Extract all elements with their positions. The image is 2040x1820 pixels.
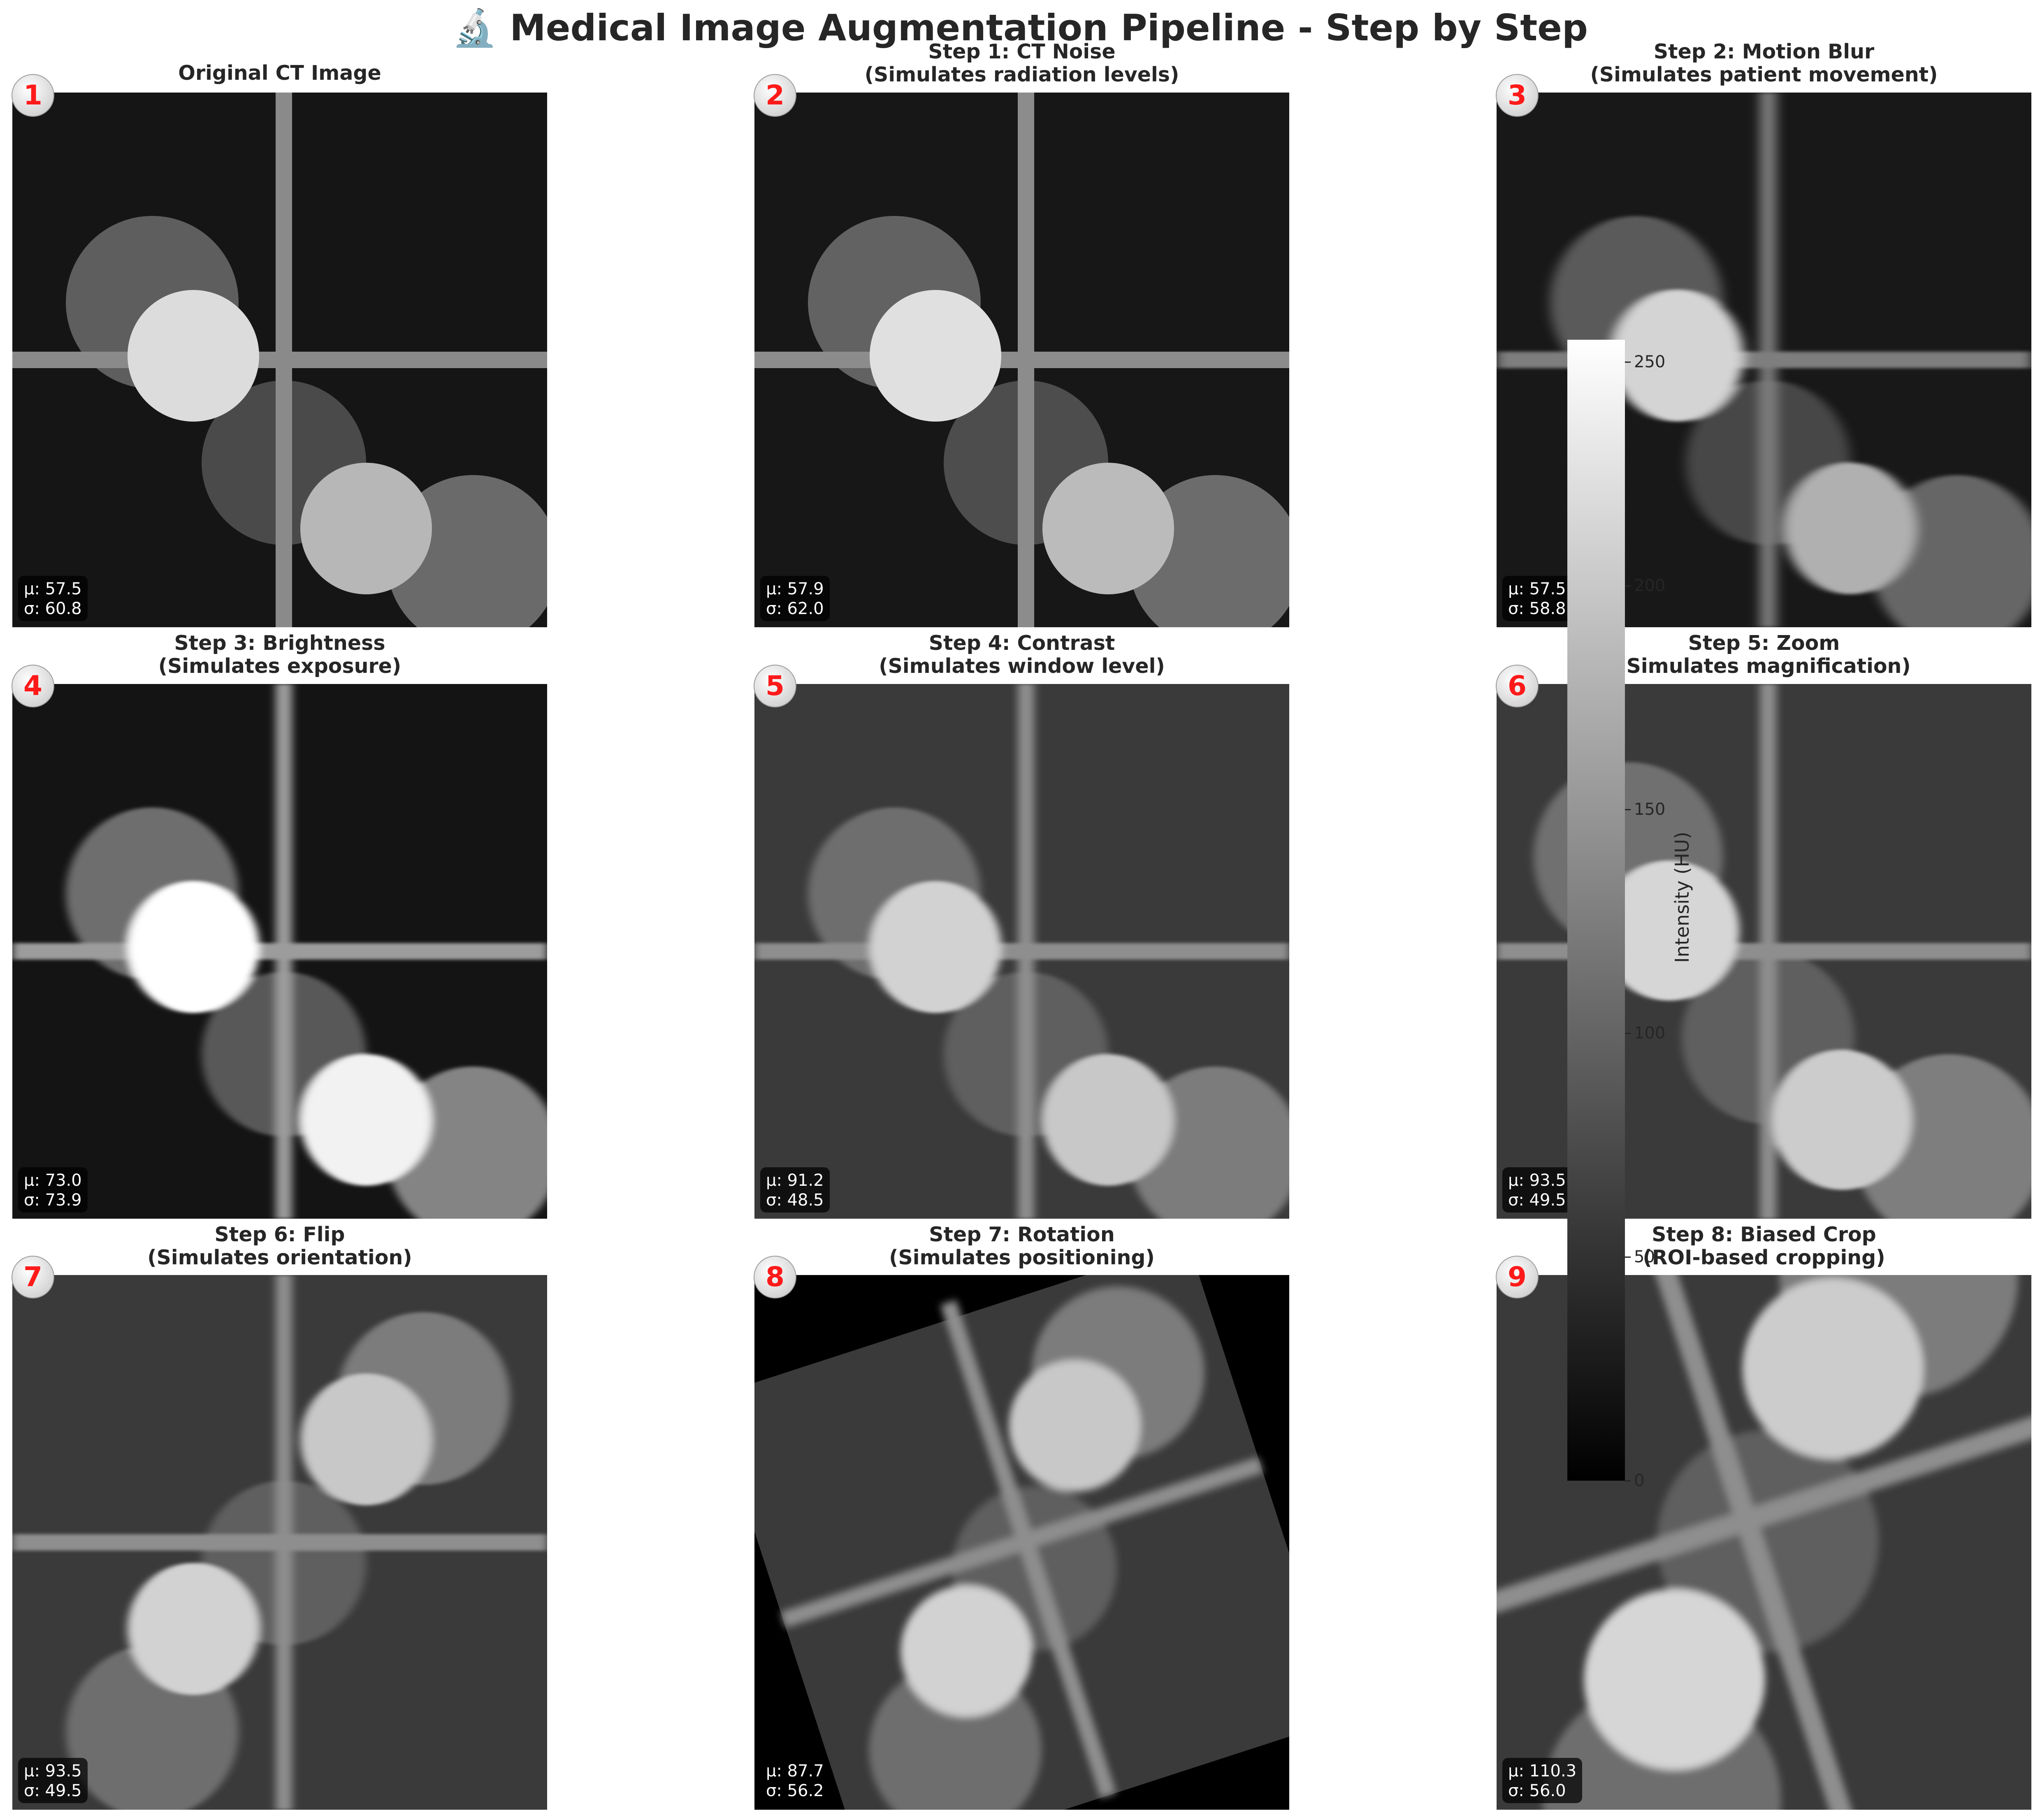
panel-title-3: Step 2: Motion Blur (Simulates patient m… [1590,40,1938,86]
colorbar-tick-mark [1625,585,1631,587]
std-value: σ: 73.9 [24,1191,82,1210]
std-value: σ: 60.8 [24,599,82,618]
mean-value: μ: 93.5 [24,1762,82,1781]
ct-image-biased-crop [1497,1275,2031,1810]
colorbar-tick-label: 50 [1634,1247,1655,1267]
panel-title-5: Step 4: Contrast (Simulates window level… [879,631,1165,678]
stats-box-9: μ: 110.3 σ: 56.0 [1502,1758,1583,1803]
panel-title-7: Step 6: Flip (Simulates orientation) [147,1223,412,1269]
figure-title: 🔬 Medical Image Augmentation Pipeline - … [452,7,1588,49]
colorbar-tick-label: 0 [1634,1471,1645,1490]
stats-box-6: μ: 93.5 σ: 49.5 [1502,1167,1572,1213]
mean-value: μ: 73.0 [24,1171,82,1190]
intensity-colorbar [1567,340,1625,1481]
colorbar-tick-mark [1625,1033,1631,1034]
ct-image-rotation [754,1275,1289,1810]
panel-title-1: Original CT Image [178,61,381,85]
panel-title-6: Step 5: Zoom (Simulates magnification) [1617,631,1911,678]
mean-value: μ: 57.5 [24,580,82,598]
step-badge-5: 5 [754,665,796,707]
step-badge-9: 9 [1496,1256,1539,1298]
ct-image-brightness [12,684,547,1219]
std-value: σ: 49.5 [24,1781,82,1800]
panel-title-2: Step 1: CT Noise (Simulates radiation le… [864,40,1179,86]
panel-title-4: Step 3: Brightness (Simulates exposure) [158,631,402,678]
colorbar-tick-mark [1625,362,1631,363]
panel-title-9: Step 8: Biased Crop (ROI-based cropping) [1643,1223,1885,1269]
mean-value: μ: 91.2 [766,1171,824,1190]
ct-image-contrast [754,684,1289,1219]
std-value: σ: 56.0 [1508,1781,1566,1800]
step-badge-1: 1 [12,74,54,117]
std-value: σ: 49.5 [1508,1191,1566,1210]
std-value: σ: 56.2 [766,1781,824,1800]
step-badge-3: 3 [1496,74,1539,117]
colorbar-tick-label: 200 [1634,576,1666,596]
ct-image-flip [12,1275,547,1810]
step-badge-2: 2 [754,74,796,117]
stats-box-5: μ: 91.2 σ: 48.5 [760,1167,830,1213]
colorbar-tick-mark [1625,1257,1631,1258]
std-value: σ: 62.0 [766,599,824,618]
mean-value: μ: 87.7 [766,1762,824,1781]
ct-image-noise [754,93,1289,627]
colorbar-tick-label: 150 [1634,800,1666,819]
stats-box-4: μ: 73.0 σ: 73.9 [18,1167,88,1213]
panel-title-8: Step 7: Rotation (Simulates positioning) [889,1223,1155,1269]
step-badge-7: 7 [12,1256,54,1298]
step-badge-8: 8 [754,1256,796,1298]
std-value: σ: 58.8 [1508,599,1566,618]
stats-box-7: μ: 93.5 σ: 49.5 [18,1758,88,1803]
std-value: σ: 48.5 [766,1191,824,1210]
stats-box-1: μ: 57.5 σ: 60.8 [18,576,88,621]
step-badge-4: 4 [12,665,54,707]
colorbar-tick-mark [1625,809,1631,811]
mean-value: μ: 57.9 [766,580,824,598]
colorbar-tick-mark [1625,1480,1631,1482]
mean-value: μ: 110.3 [1508,1762,1577,1781]
mean-value: μ: 57.5 [1508,580,1566,598]
stats-box-2: μ: 57.9 σ: 62.0 [760,576,830,621]
step-badge-6: 6 [1496,665,1539,707]
colorbar-tick-label: 100 [1634,1024,1666,1043]
stats-box-3: μ: 57.5 σ: 58.8 [1502,576,1572,621]
colorbar-tick-label: 250 [1634,352,1666,372]
colorbar-label: Intensity (HU) [1671,832,1693,963]
ct-image-original [12,93,547,627]
stats-box-8: μ: 87.7 σ: 56.2 [760,1758,830,1803]
mean-value: μ: 93.5 [1508,1171,1566,1190]
